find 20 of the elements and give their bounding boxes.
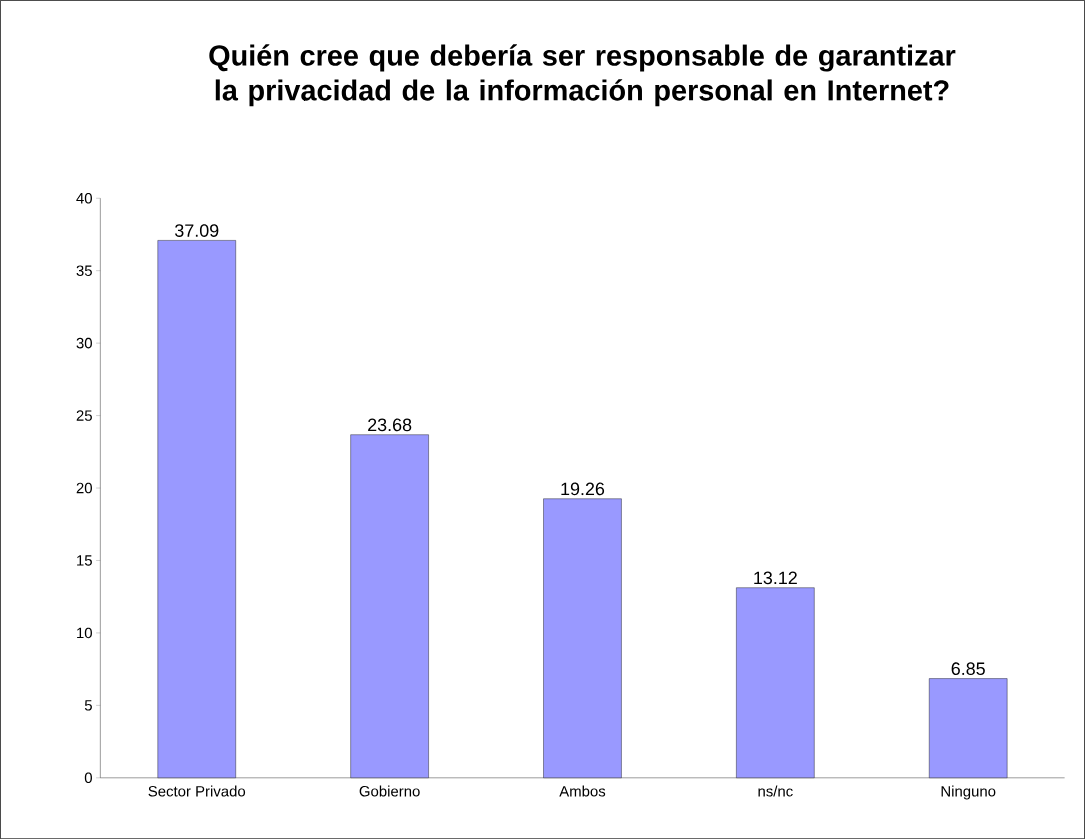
chart-title: Quién cree que debería ser responsable de garantizar la privacidad de la información personal en Internet?	[209, 44, 956, 107]
x-tick-label: Gobierno	[359, 785, 420, 797]
data-label: 37.09	[175, 224, 219, 237]
data-label: 23.68	[368, 418, 412, 432]
x-tick-label: ns/nc	[758, 785, 793, 797]
y-tick-label: 40	[76, 192, 92, 204]
y-tick-label: 15	[77, 555, 92, 566]
data-label: 6.85	[951, 662, 985, 675]
y-tick-label: 20	[76, 482, 92, 494]
y-tick-label: 0	[84, 772, 92, 784]
data-label: 13.12	[754, 571, 797, 585]
x-tick-label: Sector Privado	[148, 785, 246, 797]
y-tick-label: 35	[76, 265, 92, 276]
x-tick-label: Ninguno	[941, 785, 996, 800]
data-label: 19.26	[561, 482, 605, 496]
y-tick-label: 10	[77, 627, 92, 639]
y-tick-label: 30	[76, 337, 92, 349]
x-tick-label: Ambos	[559, 785, 606, 797]
y-tick-label: 25	[76, 410, 92, 421]
y-tick-label: 5	[84, 700, 92, 711]
